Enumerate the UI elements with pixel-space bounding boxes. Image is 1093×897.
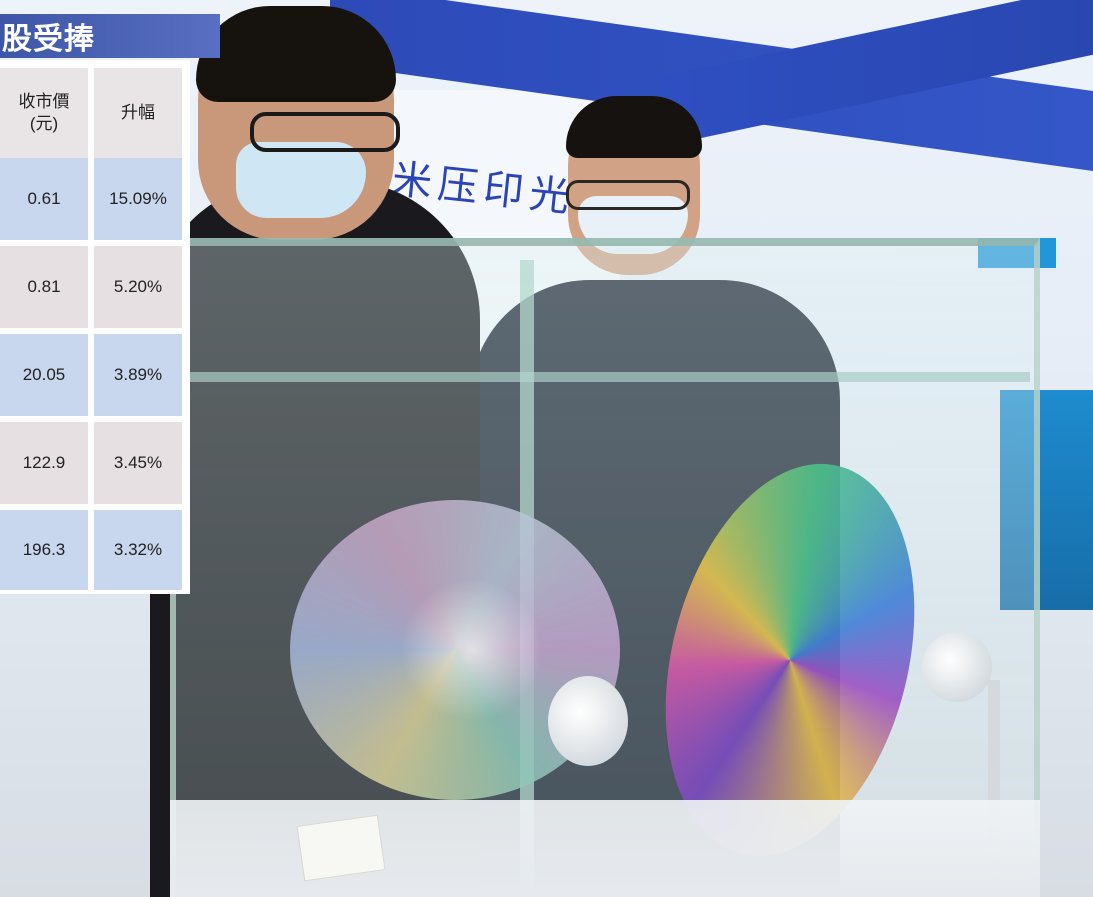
header-price-label: 收市價: [18, 92, 70, 111]
header-price: 收市價 (元): [0, 68, 88, 158]
person-left-mask: [236, 142, 366, 218]
table-cell-price: 0.81: [0, 246, 88, 328]
booth-display-right: [1000, 390, 1093, 610]
person-left-hair: [196, 6, 396, 102]
wafer-stand-right: [922, 632, 992, 702]
table-cell-price: 122.9: [0, 422, 88, 504]
table-cell-change: 5.20%: [94, 246, 182, 328]
table-cell-price: 196.3: [0, 510, 88, 590]
table-cell-price: 20.05: [0, 334, 88, 416]
wafer-stand-left: [548, 676, 628, 766]
display-label-card: [296, 814, 386, 882]
overlay-title: 股受捧: [2, 22, 95, 57]
stock-table: 收市價 (元) 升幅 0.61 15.09% 0.81 5.20% 20.05 …: [0, 60, 190, 594]
table-cell-price: 0.61: [0, 158, 88, 240]
person-right-hair: [566, 96, 702, 158]
glass-case-shelf: [190, 372, 1030, 382]
header-price-unit: (元): [29, 114, 59, 133]
header-change: 升幅: [94, 68, 182, 158]
person-right-glasses: [566, 180, 690, 210]
overlay-title-band: 股受捧: [0, 14, 220, 58]
table-cell-change: 3.32%: [94, 510, 182, 590]
table-cell-change: 3.89%: [94, 334, 182, 416]
table-cell-change: 3.45%: [94, 422, 182, 504]
table-cell-change: 15.09%: [94, 158, 182, 240]
person-left-glasses: [250, 112, 400, 152]
